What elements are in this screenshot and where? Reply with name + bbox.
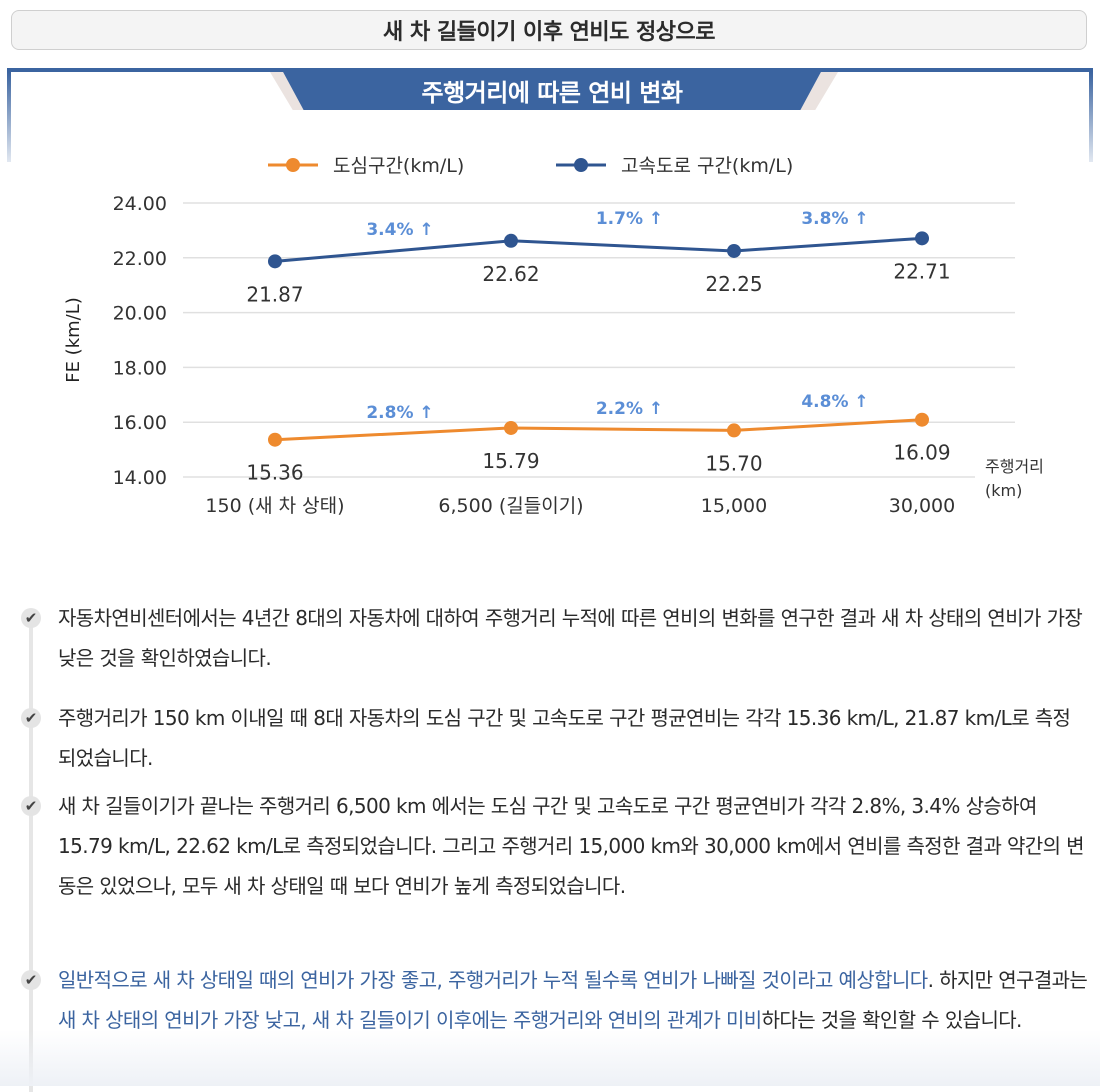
legend-label-city: 도심구간(km/L) bbox=[333, 155, 464, 177]
bullet-text: 일반적으로 새 차 상태일 때의 연비가 가장 좋고, 주행거리가 누적 될수록… bbox=[58, 960, 1088, 1040]
line-chart: 도심구간(km/L) 고속도로 구간(km/L) 24.00 22.00 20.00 1… bbox=[63, 155, 1044, 517]
change-annotation: 1.7% ↑ bbox=[596, 209, 663, 229]
y-tick-label: 20.00 bbox=[113, 303, 167, 325]
banner-title: 새 차 길들이기 이후 연비도 정상으로 bbox=[383, 20, 715, 45]
bullet-text-segment: 새 차 길들이기가 끝나는 주행거리 6,500 km 에서는 도심 구간 및 … bbox=[58, 794, 1085, 898]
check-icon: ✔ bbox=[21, 796, 41, 816]
data-label: 22.62 bbox=[482, 262, 539, 286]
check-icon: ✔ bbox=[21, 608, 41, 628]
data-point bbox=[504, 420, 518, 435]
series-highway: 21.87 22.62 22.25 22.71 3.4% ↑ 1.7% ↑ 3.8% ↑ bbox=[246, 209, 950, 306]
data-point bbox=[727, 423, 741, 438]
series-line bbox=[274, 418, 923, 442]
y-tick-label: 18.00 bbox=[113, 357, 167, 379]
bullet-text: 새 차 길들이기가 끝나는 주행거리 6,500 km 에서는 도심 구간 및 … bbox=[58, 786, 1088, 906]
legend-marker-highway bbox=[574, 158, 588, 172]
x-tick-label: 150 (새 차 상태) bbox=[205, 495, 344, 517]
legend-marker-city bbox=[286, 158, 300, 172]
data-label: 15.79 bbox=[482, 449, 539, 473]
x-axis-ticks: 150 (새 차 상태) 6,500 (길들이기) 15,000 30,000 bbox=[205, 495, 955, 517]
data-label: 21.87 bbox=[246, 282, 303, 306]
data-point bbox=[915, 231, 929, 246]
y-tick-label: 22.00 bbox=[113, 248, 167, 270]
change-annotation: 2.2% ↑ bbox=[596, 399, 663, 419]
chart-title-tab: 주행거리에 따른 연비 변화 bbox=[282, 70, 822, 110]
x-tick-label: 6,500 (길들이기) bbox=[438, 495, 583, 517]
y-tick-label: 16.00 bbox=[113, 412, 167, 434]
x-axis-label-line: (km) bbox=[985, 481, 1022, 500]
x-axis-label-line: 주행거리 bbox=[985, 457, 1044, 476]
highlighted-text: 일반적으로 새 차 상태일 때의 연비가 가장 좋고, 주행거리가 누적 될수록… bbox=[58, 968, 928, 992]
bullet-text: 자동차연비센터에서는 4년간 8대의 자동차에 대하여 주행거리 누적에 따른 … bbox=[58, 598, 1088, 678]
data-label: 15.36 bbox=[246, 461, 303, 485]
check-icon: ✔ bbox=[21, 970, 41, 990]
bullet-text-segment: 하다는 것을 확인할 수 있습니다. bbox=[761, 1008, 1023, 1032]
series-city: 15.36 15.79 15.70 16.09 2.8% ↑ 2.2% ↑ 4.8% ↑ bbox=[246, 392, 950, 485]
y-tick-label: 14.00 bbox=[113, 467, 167, 489]
change-annotation: 3.4% ↑ bbox=[366, 220, 433, 240]
chart-legend: 도심구간(km/L) 고속도로 구간(km/L) bbox=[268, 155, 793, 177]
x-tick-label: 30,000 bbox=[889, 495, 955, 517]
change-annotation: 2.8% ↑ bbox=[366, 403, 433, 423]
legend-label-highway: 고속도로 구간(km/L) bbox=[621, 155, 793, 177]
chart-title: 주행거리에 따른 연비 변화 bbox=[421, 78, 683, 107]
bullet-text-segment: 자동차연비센터에서는 4년간 8대의 자동차에 대하여 주행거리 누적에 따른 … bbox=[58, 606, 1083, 670]
data-point bbox=[268, 254, 282, 269]
chart-container bbox=[7, 68, 1093, 578]
data-point bbox=[504, 233, 518, 248]
check-icon: ✔ bbox=[21, 708, 41, 728]
chart-series: 15.36 15.79 15.70 16.09 2.8% ↑ 2.2% ↑ 4.8% ↑ 21… bbox=[246, 209, 950, 485]
series-line bbox=[274, 236, 923, 263]
top-banner: 새 차 길들이기 이후 연비도 정상으로 bbox=[11, 10, 1087, 50]
bullet-text-segment: 주행거리가 150 km 이내일 때 8대 자동차의 도심 구간 및 고속도로 … bbox=[58, 706, 1071, 770]
data-point bbox=[268, 432, 282, 447]
data-point bbox=[915, 412, 929, 427]
highlighted-text: 새 차 상태의 연비가 가장 낮고, 새 차 길들이기 이후에는 주행거리와 연… bbox=[58, 1008, 762, 1032]
change-annotation: 3.8% ↑ bbox=[801, 209, 868, 229]
data-point bbox=[727, 243, 741, 258]
x-tick-label: 15,000 bbox=[701, 495, 767, 517]
data-label: 22.71 bbox=[893, 259, 950, 283]
change-annotation: 4.8% ↑ bbox=[801, 392, 868, 412]
y-axis-ticks: 24.00 22.00 20.00 18.00 16.00 14.00 bbox=[113, 193, 167, 489]
y-axis-label: FE (km/L) bbox=[63, 297, 84, 383]
bullet-text: 주행거리가 150 km 이내일 때 8대 자동차의 도심 구간 및 고속도로 … bbox=[58, 698, 1088, 778]
bullet-text-segment: . 하지만 연구결과는 bbox=[927, 968, 1088, 992]
data-label: 16.09 bbox=[893, 441, 950, 465]
y-tick-label: 24.00 bbox=[113, 193, 167, 215]
data-label: 22.25 bbox=[705, 272, 762, 296]
bottom-fade bbox=[0, 1030, 1100, 1086]
data-label: 15.70 bbox=[705, 451, 762, 475]
x-axis-label: 주행거리 (km) bbox=[985, 457, 1044, 500]
timeline-line bbox=[29, 622, 33, 1092]
